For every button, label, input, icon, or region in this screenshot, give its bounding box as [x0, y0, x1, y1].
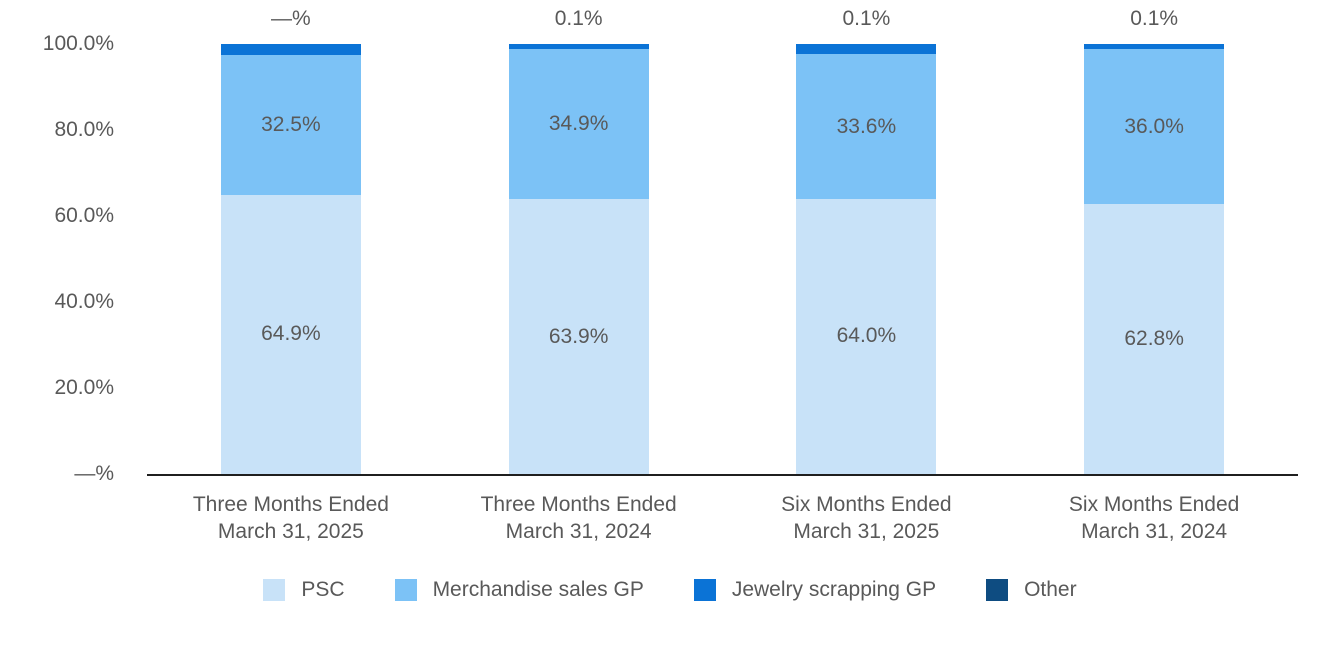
category-line: March 31, 2024	[505, 520, 652, 543]
y-axis-tick-label: 100.0%	[42, 32, 114, 55]
data-label: 0.1%	[842, 7, 891, 30]
category-line: Six Months Ended	[1068, 493, 1240, 516]
legend-label: PSC	[301, 578, 345, 601]
x-axis-category-label: Three Months Ended March 31, 2025	[147, 491, 435, 545]
legend-swatch-icon	[693, 579, 716, 601]
legend-item-other: Other	[986, 577, 1077, 603]
category-line: Three Months Ended	[480, 493, 677, 516]
x-axis-line	[147, 474, 1298, 476]
data-label: 36.0%	[1124, 114, 1184, 138]
category-line: Six Months Ended	[781, 493, 952, 516]
legend-label: Other	[1024, 578, 1077, 601]
legend-item-psc: PSC	[263, 577, 345, 603]
bar-segment-merchandise-sales-gp	[1084, 49, 1225, 204]
data-label: 32.5%	[261, 113, 321, 137]
data-label: 0.1%	[554, 7, 603, 30]
category-line: March 31, 2024	[1081, 520, 1228, 543]
bar-segment-merchandise-sales-gp	[508, 49, 649, 200]
y-axis-tick-label: —%	[74, 462, 114, 485]
bar-segment-jewelry-scrapping-gp	[796, 44, 937, 55]
data-label: 33.6%	[836, 114, 897, 138]
legend-item-jewelry-scrapping-gp: Jewelry scrapping GP	[693, 577, 937, 603]
y-axis-tick-label: 80.0%	[54, 118, 114, 141]
legend-label: Jewelry scrapping GP	[731, 578, 937, 601]
data-label: 0.1%	[1130, 7, 1179, 30]
data-label: 34.9%	[548, 112, 609, 136]
y-axis-tick-label: 20.0%	[54, 376, 114, 399]
category-line: March 31, 2025	[793, 520, 940, 543]
legend-swatch-icon	[263, 579, 286, 601]
bar-segment-merchandise-sales-gp	[796, 54, 937, 199]
bar-segment-jewelry-scrapping-gp	[508, 44, 649, 50]
y-axis-tick-label: 60.0%	[54, 204, 114, 227]
category-line: Three Months Ended	[192, 493, 389, 516]
legend: PSC Merchandise sales GP Jewelry scrapping…	[0, 577, 1340, 603]
data-label: 64.0%	[836, 324, 897, 348]
legend-item-merchandise-sales-gp: Merchandise sales GP	[394, 577, 644, 603]
bar-segment-merchandise-sales-gp	[220, 55, 361, 195]
data-label: 62.8%	[1124, 326, 1184, 350]
legend-swatch-icon	[986, 579, 1009, 601]
bar-segment-jewelry-scrapping-gp	[1084, 44, 1225, 50]
data-label: —%	[271, 7, 311, 30]
category-line: March 31, 2025	[217, 520, 364, 543]
data-label: 64.9%	[261, 322, 321, 346]
legend-label: Merchandise sales GP	[432, 578, 644, 601]
bar-segment-psc	[1084, 203, 1225, 474]
x-axis-category-label: Six Months Ended March 31, 2024	[1010, 491, 1298, 545]
x-axis-category-label: Six Months Ended March 31, 2025	[723, 491, 1011, 545]
legend-swatch-icon	[394, 579, 417, 601]
bar-segment-psc	[220, 194, 361, 474]
x-axis-category-label: Three Months Ended March 31, 2024	[435, 491, 723, 545]
y-axis-tick-label: 40.0%	[54, 290, 114, 313]
bar-segment-psc	[508, 199, 649, 474]
data-label: 63.9%	[548, 324, 609, 348]
bar-segment-jewelry-scrapping-gp	[220, 44, 361, 56]
bar-segment-psc	[796, 198, 937, 474]
